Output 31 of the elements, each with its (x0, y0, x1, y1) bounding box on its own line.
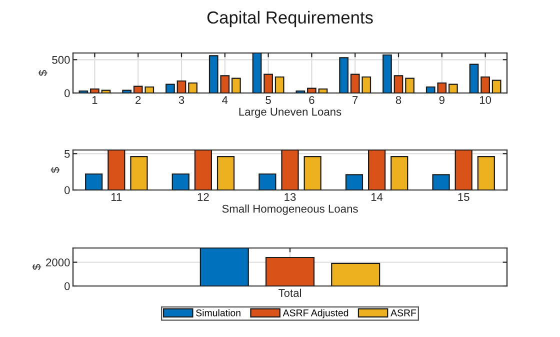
y-tick-label: 2000 (46, 258, 70, 266)
x-tick-label: 8 (396, 96, 402, 104)
x-axis-title: Small Homogeneous Loans (222, 204, 358, 215)
y-axis-title: $ (32, 264, 42, 270)
legend-label: ASRF Adjusted (282, 309, 348, 318)
x-tick-label: 12 (198, 193, 209, 201)
legend-label: Simulation (196, 309, 240, 316)
chart-title: Capital Requirements (207, 10, 373, 28)
x-tick-label: 10 (480, 96, 492, 104)
x-axis-title: Large Uneven Loans (239, 108, 342, 118)
x-tick-label: 3 (178, 96, 184, 104)
x-tick-label: 4 (222, 96, 228, 104)
y-axis-title: $ (50, 167, 60, 173)
x-tick-label: 2 (136, 96, 141, 104)
x-tick-label: 7 (352, 96, 358, 104)
x-tick-label: 9 (439, 96, 444, 104)
x-tick-label: 5 (266, 96, 271, 104)
x-tick-label: 13 (284, 193, 296, 201)
x-tick-label: 1 (92, 96, 98, 104)
x-tick-label: 11 (111, 193, 122, 201)
y-tick-label: 0 (64, 282, 70, 290)
legend-label: ASRF (390, 309, 416, 316)
x-tick-label: 14 (371, 193, 383, 201)
y-tick-label: 500 (52, 56, 70, 64)
y-axis-title: $ (38, 70, 48, 76)
x-tick-label: 15 (458, 193, 470, 201)
x-tick-label: Total (278, 288, 301, 297)
y-tick-label: 0 (64, 186, 70, 194)
y-tick-label: 5 (64, 150, 70, 158)
y-tick-label: 0 (64, 89, 70, 98)
x-tick-label: 6 (309, 96, 314, 104)
